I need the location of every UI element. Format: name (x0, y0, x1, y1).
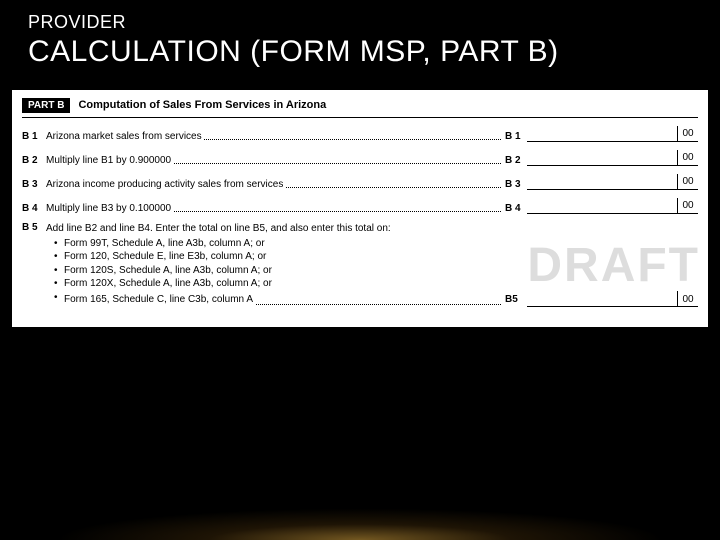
list-item: Form 99T, Schedule A, line A3b, column A… (64, 237, 698, 251)
row-right-code: B 1 (501, 131, 527, 142)
row-text: Multiply line B1 by 0.900000 (46, 155, 173, 166)
cents-cell: 00 (678, 200, 698, 214)
row-code: B 5 (22, 222, 46, 233)
bullet-list: Form 99T, Schedule A, line A3b, column A… (46, 237, 698, 307)
row-right-code: B 2 (501, 155, 527, 166)
list-item: Form 120X, Schedule A, line A3b, column … (64, 277, 698, 291)
row-text: Add line B2 and line B4. Enter the total… (46, 222, 698, 235)
list-item: Form 165, Schedule C, line C3b, column A… (64, 291, 698, 307)
amount-cell (527, 200, 677, 214)
header-title: CALCULATION (FORM MSP, PART B) (28, 35, 692, 70)
floor-glow (0, 450, 720, 540)
list-item: Form 120, Schedule E, line E3b, column A… (64, 250, 698, 264)
table-row: B 4 Multiply line B3 by 0.100000 B 4 00 (22, 198, 698, 214)
cents-cell: 00 (678, 293, 698, 307)
amount-cell (527, 176, 677, 190)
list-item: Form 120S, Schedule A, line A3b, column … (64, 264, 698, 278)
table-row: B 5 Add line B2 and line B4. Enter the t… (22, 222, 698, 307)
table-row: B 3 Arizona income producing activity sa… (22, 174, 698, 190)
cents-cell: 00 (678, 176, 698, 190)
row-text: Multiply line B3 by 0.100000 (46, 203, 173, 214)
part-title: Computation of Sales From Services in Ar… (78, 99, 326, 111)
form-panel: DRAFT PART B Computation of Sales From S… (12, 90, 708, 327)
amount-cell (527, 128, 677, 142)
row-right-code: B 4 (501, 203, 527, 214)
row-code: B 3 (22, 179, 46, 190)
list-item-label: Form 165, Schedule C, line C3b, column A (64, 293, 255, 307)
part-separator (22, 117, 698, 118)
row-text: Arizona market sales from services (46, 131, 204, 142)
table-row: B 2 Multiply line B1 by 0.900000 B 2 00 (22, 150, 698, 166)
table-row: B 1 Arizona market sales from services B… (22, 126, 698, 142)
amount-cell (527, 293, 677, 307)
header-subtitle: PROVIDER (28, 12, 692, 33)
part-badge: PART B (22, 98, 70, 113)
row-text: Arizona income producing activity sales … (46, 179, 285, 190)
row-right-code: B5 (501, 293, 527, 307)
row-right-code: B 3 (501, 179, 527, 190)
cents-cell: 00 (678, 128, 698, 142)
amount-cell (527, 152, 677, 166)
cents-cell: 00 (678, 152, 698, 166)
row-code: B 2 (22, 155, 46, 166)
row-code: B 1 (22, 131, 46, 142)
row-code: B 4 (22, 203, 46, 214)
